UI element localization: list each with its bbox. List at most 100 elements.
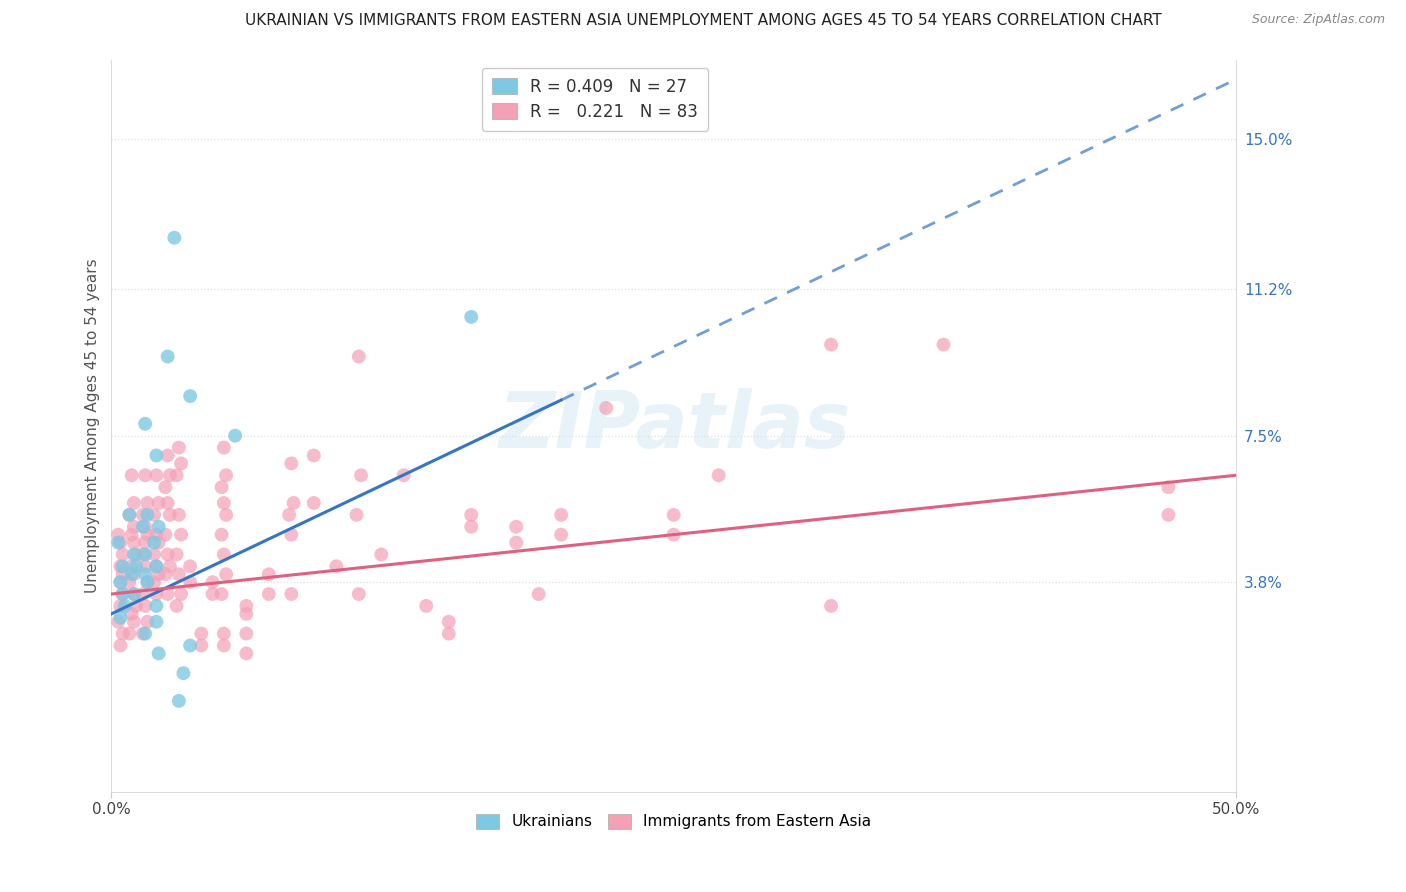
Point [122, 548, 145, 562]
Point [550, 527, 572, 541]
Point [118, 575, 141, 590]
Point [118, 508, 141, 522]
Point [134, 468, 156, 483]
Point [110, 611, 132, 625]
Point [111, 548, 134, 562]
Point [110, 599, 132, 613]
Point [145, 599, 167, 613]
Point [212, 548, 235, 562]
Point [107, 535, 129, 549]
Point [156, 449, 179, 463]
Point [143, 535, 166, 549]
Point [212, 496, 235, 510]
Point [125, 559, 148, 574]
Point [136, 508, 159, 522]
Point [224, 428, 246, 442]
Point [257, 567, 280, 582]
Point [163, 231, 186, 245]
Point [136, 496, 159, 510]
Point [505, 520, 527, 534]
Point [125, 599, 148, 613]
Point [143, 548, 166, 562]
Point [215, 567, 238, 582]
Point [166, 599, 188, 613]
Point [179, 389, 201, 403]
Point [121, 468, 143, 483]
Point [460, 520, 482, 534]
Point [145, 527, 167, 541]
Point [166, 468, 188, 483]
Point [155, 480, 177, 494]
Point [121, 567, 143, 582]
Text: Source: ZipAtlas.com: Source: ZipAtlas.com [1251, 13, 1385, 27]
Point [278, 508, 301, 522]
Point [460, 310, 482, 324]
Point [595, 401, 617, 415]
Point [170, 456, 193, 470]
Point [167, 567, 190, 582]
Point [118, 508, 141, 522]
Point [111, 567, 134, 582]
Point [159, 508, 181, 522]
Point [136, 575, 159, 590]
Point [114, 599, 136, 613]
Point [662, 527, 685, 541]
Point [136, 615, 159, 629]
Point [155, 567, 177, 582]
Point [179, 639, 201, 653]
Point [172, 666, 194, 681]
Point [134, 626, 156, 640]
Point [107, 615, 129, 629]
Point [350, 468, 373, 483]
Point [156, 587, 179, 601]
Point [118, 626, 141, 640]
Point [110, 639, 132, 653]
Point [235, 607, 257, 621]
Point [132, 587, 155, 601]
Point [122, 587, 145, 601]
Point [211, 587, 233, 601]
Point [159, 468, 181, 483]
Point [166, 548, 188, 562]
Point [235, 647, 257, 661]
Point [437, 626, 460, 640]
Point [280, 587, 302, 601]
Point [211, 480, 233, 494]
Y-axis label: Unemployment Among Ages 45 to 54 years: Unemployment Among Ages 45 to 54 years [86, 259, 100, 593]
Point [170, 527, 193, 541]
Point [347, 587, 370, 601]
Point [121, 607, 143, 621]
Point [550, 508, 572, 522]
Point [145, 559, 167, 574]
Point [132, 508, 155, 522]
Point [145, 615, 167, 629]
Point [111, 587, 134, 601]
Point [145, 559, 167, 574]
Point [167, 694, 190, 708]
Point [134, 567, 156, 582]
Point [201, 575, 224, 590]
Legend: Ukrainians, Immigrants from Eastern Asia: Ukrainians, Immigrants from Eastern Asia [470, 808, 877, 836]
Point [125, 548, 148, 562]
Point [155, 527, 177, 541]
Point [347, 350, 370, 364]
Point [820, 599, 842, 613]
Point [156, 496, 179, 510]
Point [280, 456, 302, 470]
Point [212, 626, 235, 640]
Point [132, 548, 155, 562]
Point [212, 639, 235, 653]
Point [283, 496, 305, 510]
Point [134, 520, 156, 534]
Point [190, 626, 212, 640]
Point [1157, 508, 1180, 522]
Point [820, 337, 842, 351]
Point [190, 639, 212, 653]
Point [505, 535, 527, 549]
Point [145, 587, 167, 601]
Point [145, 449, 167, 463]
Point [122, 535, 145, 549]
Point [134, 599, 156, 613]
Point [159, 559, 181, 574]
Point [122, 587, 145, 601]
